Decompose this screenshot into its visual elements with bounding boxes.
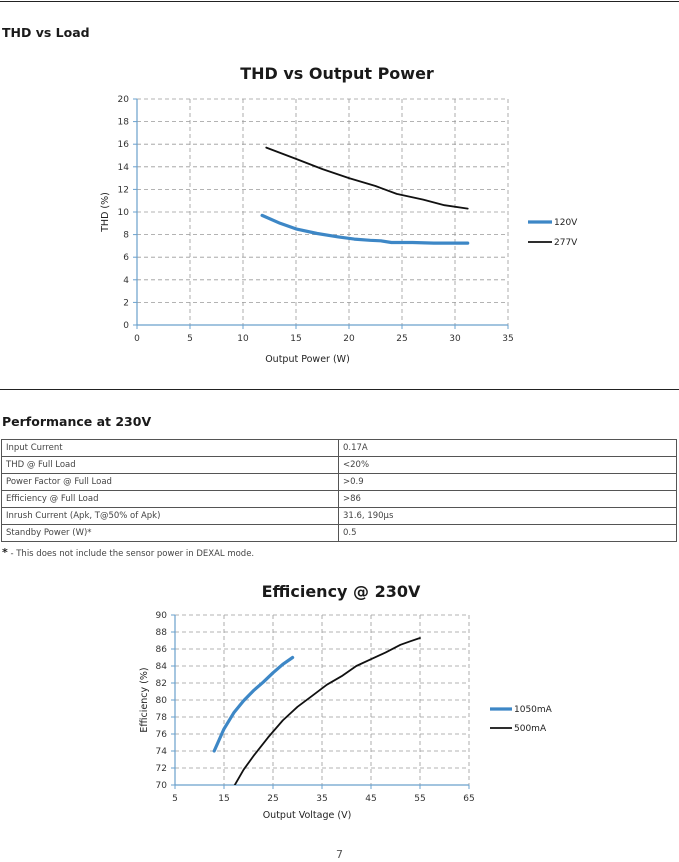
x-tick-label: 0 <box>134 334 140 344</box>
performance-table: Input Current 0.17A THD @ Full Load <20% Pow… <box>1 439 677 542</box>
legend-label-1050mA: 1050mA <box>514 705 553 715</box>
y-tick-label: 20 <box>118 95 130 105</box>
legend-label-500mA: 500mA <box>514 724 547 734</box>
series-group <box>260 146 470 245</box>
y-axis-label: Efficiency (%) <box>139 667 150 732</box>
y-tick-label: 74 <box>156 747 168 757</box>
x-tick-label: 25 <box>396 334 407 344</box>
y-tick-label: 84 <box>156 662 168 672</box>
table-cell-parameter: THD @ Full Load <box>1 456 339 474</box>
legend-label-120V: 120V <box>554 218 578 228</box>
series-line-277V <box>265 146 469 210</box>
x-tick-label: 35 <box>502 334 513 344</box>
y-tick-label: 82 <box>156 679 167 689</box>
x-tick-label: 35 <box>316 794 327 804</box>
page-number: 7 <box>336 848 343 861</box>
x-tick-label: 65 <box>463 794 474 804</box>
y-tick-label: 72 <box>156 764 167 774</box>
table-cell-parameter: Efficiency @ Full Load <box>1 490 339 508</box>
y-tick-label: 80 <box>156 696 168 706</box>
x-tick-label: 20 <box>343 334 355 344</box>
footnote-text: - This does not include the sensor power… <box>7 549 255 559</box>
y-tick-label: 88 <box>156 628 168 638</box>
x-axis-label: Output Power (W) <box>265 354 350 365</box>
legend-label-277V: 277V <box>554 238 578 248</box>
table-cell-value: 0.17A <box>338 439 677 457</box>
y-tick-label: 18 <box>118 118 130 128</box>
y-tick-label: 0 <box>123 321 129 331</box>
footnote: * - This does not include the sensor pow… <box>2 546 254 559</box>
y-tick-label: 16 <box>118 140 130 150</box>
table-row: Standby Power (W)* 0.5 <box>1 524 677 542</box>
series-line-500mA <box>233 637 421 785</box>
x-axis-label: Output Voltage (V) <box>263 810 352 821</box>
y-axis-label: THD (%) <box>100 192 111 233</box>
y-tick-label: 8 <box>123 231 129 241</box>
x-tick-label: 55 <box>414 794 425 804</box>
y-tick-label: 90 <box>156 611 168 621</box>
table-row: Input Current 0.17A <box>1 439 677 457</box>
x-tick-label: 45 <box>365 794 376 804</box>
x-tick-label: 5 <box>187 334 193 344</box>
table-cell-value: <20% <box>338 456 677 474</box>
series-line-120V <box>260 213 470 245</box>
chart-title: Efficiency @ 230V <box>262 582 421 601</box>
x-tick-label: 10 <box>237 334 249 344</box>
footnote-symbol: * <box>2 546 8 559</box>
y-tick-label: 76 <box>156 730 168 740</box>
table-cell-parameter: Input Current <box>1 439 339 457</box>
y-tick-label: 12 <box>118 185 129 195</box>
table-cell-parameter: Inrush Current (Apk, T@50% of Apk) <box>1 507 339 525</box>
y-tick-label: 2 <box>123 298 129 308</box>
middle-divider <box>0 389 679 390</box>
y-tick-label: 6 <box>123 253 129 263</box>
y-tick-label: 70 <box>156 781 168 791</box>
y-tick-label: 86 <box>156 645 168 655</box>
x-tick-label: 15 <box>218 794 229 804</box>
series-line-1050mA <box>212 655 295 753</box>
thd-chart: THD vs Output Power 0 2 4 6 8 10 12 14 16 18 20 0 5 10… <box>100 64 578 365</box>
table-row: Inrush Current (Apk, T@50% of Apk) 31.6, … <box>1 507 677 525</box>
series-group <box>212 637 421 785</box>
table-cell-value: 0.5 <box>338 524 677 542</box>
performance-section-heading: Performance at 230V <box>2 414 152 429</box>
x-tick-label: 25 <box>267 794 278 804</box>
table-row: Power Factor @ Full Load >0.9 <box>1 473 677 491</box>
y-tick-label: 4 <box>123 276 129 286</box>
table-cell-value: >86 <box>338 490 677 508</box>
x-tick-label: 5 <box>172 794 178 804</box>
table-cell-parameter: Power Factor @ Full Load <box>1 473 339 491</box>
chart-title: THD vs Output Power <box>240 64 434 83</box>
table-cell-value: >0.9 <box>338 473 677 491</box>
table-cell-value: 31.6, 190µs <box>338 507 677 525</box>
y-tick-label: 78 <box>156 713 168 723</box>
efficiency-chart: Efficiency @ 230V 70 72 74 76 78 80 82 84 86 88 90 5… <box>139 582 553 821</box>
x-tick-label: 15 <box>290 334 301 344</box>
thd-section-heading: THD vs Load <box>2 25 90 40</box>
top-divider <box>0 1 679 2</box>
table-row: Efficiency @ Full Load >86 <box>1 490 677 508</box>
table-row: THD @ Full Load <20% <box>1 456 677 474</box>
table-cell-parameter: Standby Power (W)* <box>1 524 339 542</box>
y-tick-label: 10 <box>118 208 130 218</box>
x-tick-label: 30 <box>449 334 461 344</box>
y-tick-label: 14 <box>118 163 130 173</box>
